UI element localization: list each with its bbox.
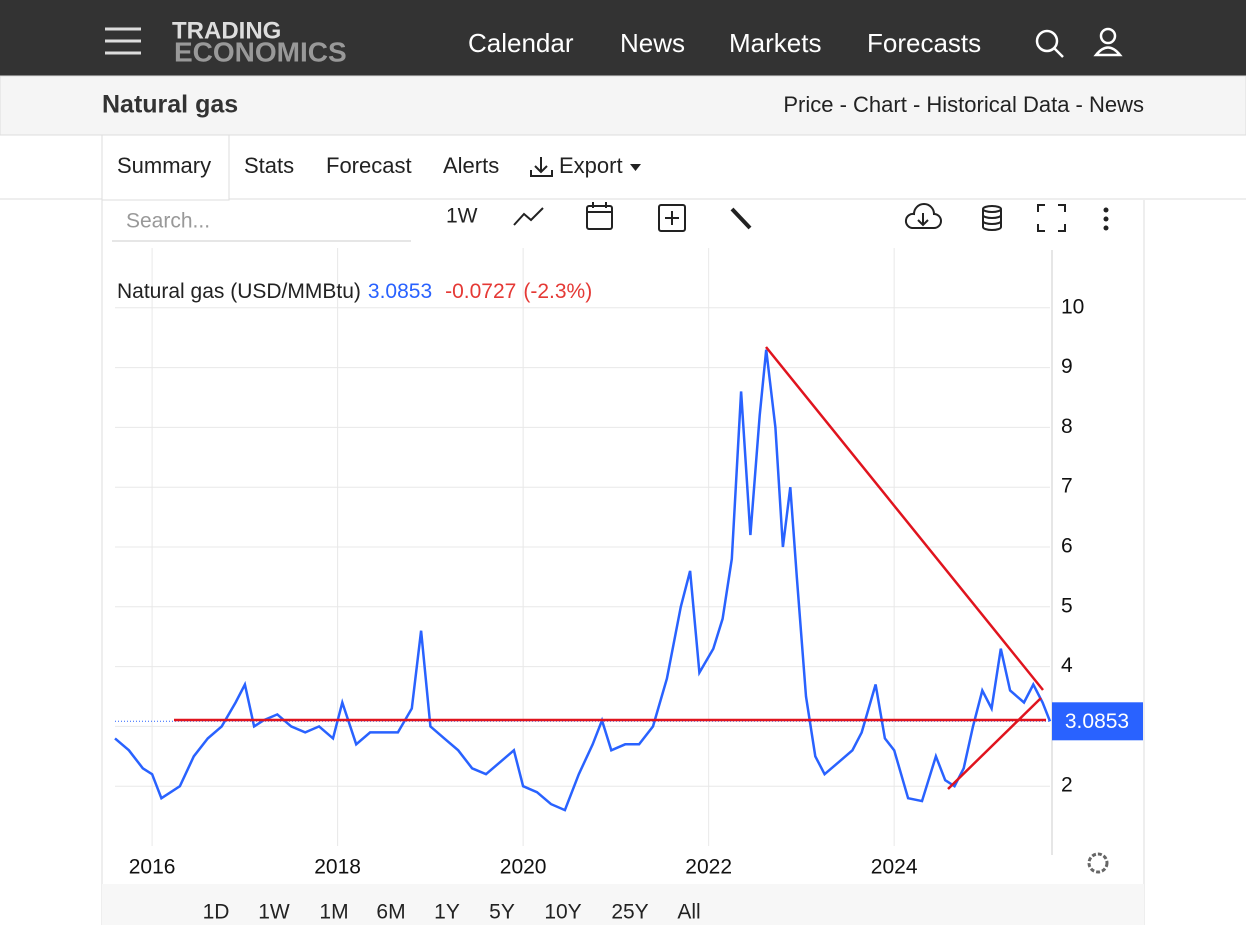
range-button[interactable]: 1Y [434,901,460,924]
x-tick-label: 2020 [500,856,547,879]
dropdown-arrow [630,164,641,171]
add-indicator-icon[interactable] [658,204,686,232]
legend-value: 3.0853 [368,280,432,303]
last-value-label: 3.0853 [1065,710,1129,733]
y-tick-label: 2 [1061,774,1073,797]
range-button[interactable]: All [677,901,700,924]
more-icon[interactable] [1103,207,1109,231]
range-button[interactable]: 1M [319,901,348,924]
legend: Natural gas (USD/MMBtu) 3.0853 -0.0727 (-2.… [117,280,592,303]
legend-change-percent: (-2.3%) [523,280,592,303]
tab[interactable]: Summary [117,153,211,178]
menu-icon[interactable] [105,27,141,55]
logo[interactable]: ECONOMICS [174,36,347,67]
nav-link[interactable]: News [620,28,685,58]
tab[interactable]: Export [559,153,623,178]
x-tick-label: 2024 [871,856,918,879]
page-links[interactable]: Price - Chart - Historical Data - News [783,92,1144,117]
user-trend-lines [174,346,1046,790]
database-icon[interactable] [982,205,1002,231]
tab[interactable]: Alerts [443,153,499,178]
range-button[interactable]: 5Y [489,901,515,924]
range-button[interactable]: 25Y [611,901,648,924]
x-tick-label: 2018 [314,856,361,879]
export-icon [530,157,553,177]
y-tick-label: 7 [1061,475,1073,498]
fullscreen-icon[interactable] [1037,204,1066,232]
search-box[interactable]: Search... [126,210,210,233]
x-tick-label: 2022 [685,856,732,879]
y-tick-label: 8 [1061,415,1073,438]
legend-change: -0.0727 [445,280,516,303]
logo[interactable]: TRADING [172,17,281,44]
user-icon[interactable] [1093,27,1123,57]
y-tick-label: 5 [1061,594,1073,617]
interval-button[interactable]: 1W [446,205,478,228]
range-button[interactable]: 6M [376,901,405,924]
range-button[interactable]: 10Y [544,901,581,924]
legend-title: Natural gas (USD/MMBtu) [117,280,361,303]
price-line [114,349,1052,812]
y-tick-label: 10 [1061,295,1084,318]
y-tick-label: 6 [1061,535,1073,558]
range-bar [102,884,1144,925]
tools-icon[interactable] [730,207,752,230]
tab[interactable]: Forecast [326,153,412,178]
search-icon[interactable] [1035,29,1064,58]
last-value-flag [1052,702,1143,741]
chart-type-icon[interactable] [513,207,544,226]
nav-link[interactable]: Calendar [468,28,574,58]
active-tab [101,134,230,201]
download-icon[interactable] [904,203,942,229]
nav-link[interactable]: Forecasts [867,28,981,58]
y-tick-label: 4 [1061,654,1073,677]
settings-icon[interactable] [1087,852,1109,874]
page-title: Natural gas [102,91,238,119]
y-tick-label: 9 [1061,355,1073,378]
x-tick-label: 2016 [129,856,176,879]
range-button[interactable]: 1W [258,901,290,924]
range-button[interactable]: 1D [203,901,230,924]
sub-header [0,75,1246,136]
calendar-icon[interactable] [586,202,613,230]
tab[interactable]: Stats [244,153,294,178]
nav-link[interactable]: Markets [729,28,821,58]
